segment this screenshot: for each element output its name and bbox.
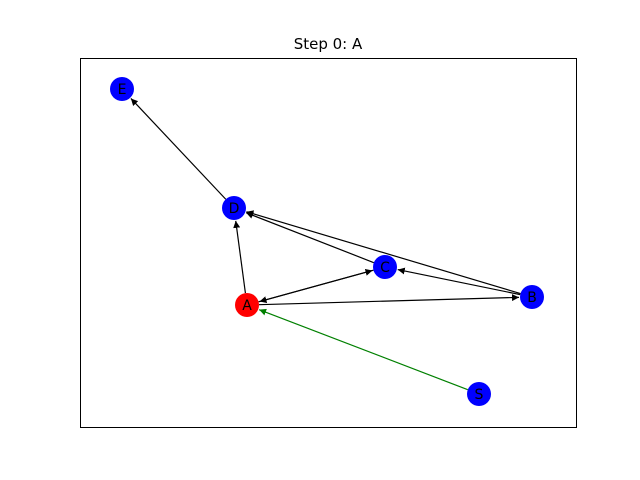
edge-b-d xyxy=(246,210,521,295)
nodes-layer: A B C D E S xyxy=(110,77,544,406)
edge-c-d xyxy=(245,212,375,264)
node-label-d: D xyxy=(229,201,240,217)
edge-a-b xyxy=(258,294,520,306)
edge-b-c xyxy=(397,267,521,296)
node-circle-e xyxy=(110,77,134,101)
node-circle-d xyxy=(222,196,246,220)
edge-a-d xyxy=(233,220,247,294)
plot-frame xyxy=(80,58,577,428)
node-label-b: B xyxy=(527,290,537,306)
node-d: D xyxy=(222,196,246,220)
node-label-c: C xyxy=(380,260,390,276)
edge-s-a xyxy=(258,308,469,391)
node-label-e: E xyxy=(118,82,127,98)
node-circle-c xyxy=(373,255,397,279)
edges-layer xyxy=(130,98,521,391)
node-c: C xyxy=(373,255,397,279)
node-s: S xyxy=(467,382,491,406)
node-e: E xyxy=(110,77,134,101)
node-label-s: S xyxy=(475,387,484,403)
node-circle-a xyxy=(235,293,259,317)
edge-d-e xyxy=(130,98,227,200)
node-label-a: A xyxy=(242,298,252,314)
edge-c-a xyxy=(259,269,374,304)
node-a: A xyxy=(235,293,259,317)
figure-title: Step 0: A xyxy=(294,35,363,53)
node-circle-s xyxy=(467,382,491,406)
node-circle-b xyxy=(520,285,544,309)
node-b: B xyxy=(520,285,544,309)
